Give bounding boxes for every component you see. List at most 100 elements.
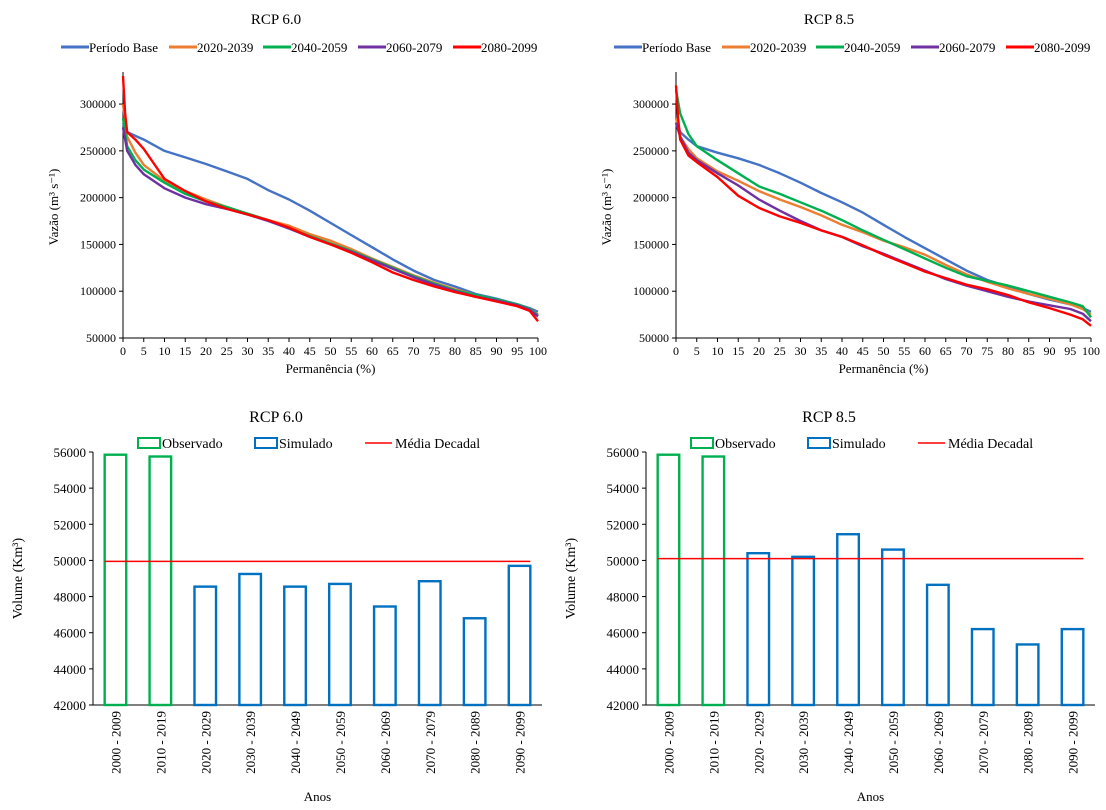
y-tick-label: 46000	[54, 626, 87, 641]
x-tick-label: 2070 - 2079	[423, 711, 438, 774]
x-tick-label: 90	[491, 344, 503, 358]
x-tick-label: 40	[836, 344, 848, 358]
x-tick-label: 2050 - 2059	[886, 711, 901, 774]
x-tick-label: 45	[304, 344, 316, 358]
y-tick-label: 300000	[80, 97, 116, 111]
x-tick-label: 2060 - 2069	[378, 711, 393, 774]
x-tick-label: 95	[511, 344, 523, 358]
y-tick-label: 44000	[607, 662, 640, 677]
bar	[970, 627, 995, 707]
x-tick-label: 45	[857, 344, 869, 358]
x-tick-label: 2040 - 2049	[841, 711, 856, 774]
y-tick-label: 250000	[633, 144, 669, 158]
series-line	[121, 103, 539, 316]
x-tick-label: 70	[408, 344, 420, 358]
x-tick-label: 50	[878, 344, 890, 358]
x-tick-label: 2080 - 2089	[1021, 711, 1036, 774]
legend-label: Período Base	[642, 40, 711, 55]
legend-label: 2020-2039	[197, 40, 253, 55]
x-tick-label: 35	[815, 344, 827, 358]
x-tick-label: 80	[449, 344, 461, 358]
x-tick-label: 5	[141, 344, 147, 358]
x-tick-label: 65	[387, 344, 399, 358]
x-tick-label: 0	[120, 344, 126, 358]
x-tick-label: 55	[345, 344, 357, 358]
x-tick-label: 50	[325, 344, 337, 358]
y-tick-label: 100000	[80, 284, 116, 298]
bar	[1015, 643, 1040, 707]
y-axis-title: Volume (Km³)	[11, 538, 26, 620]
x-tick-label: 5	[694, 344, 700, 358]
bar	[507, 564, 532, 707]
x-tick-label: 2020 - 2029	[751, 711, 766, 774]
y-tick-label: 50000	[639, 331, 669, 345]
x-tick-label: 75	[981, 344, 993, 358]
x-tick-label: 2040 - 2049	[288, 711, 303, 774]
chart-svg: RCP 8.5 Observado Simulado Média Decadal 420…	[564, 409, 1095, 804]
y-tick-label: 52000	[607, 517, 640, 532]
bar	[746, 551, 771, 707]
bar	[372, 605, 397, 707]
chart-title: RCP 6.0	[251, 12, 301, 28]
bar	[925, 583, 950, 707]
x-tick-label: 2070 - 2079	[976, 711, 991, 774]
series-line	[674, 117, 1092, 316]
legend-label: Simulado	[279, 437, 333, 452]
x-tick-label: 2010 - 2019	[153, 711, 168, 774]
x-tick-label: 85	[1023, 344, 1035, 358]
x-tick-label: 100	[1082, 344, 1100, 358]
x-tick-label: 2060 - 2069	[931, 711, 946, 774]
legend-label: Média Decadal	[395, 437, 480, 452]
y-tick-label: 42000	[54, 698, 87, 713]
legend-label: 2080-2099	[1034, 40, 1090, 55]
chart-rcp85-volume: RCP 8.5 Observado Simulado Média Decadal 420…	[553, 405, 1106, 805]
bar	[836, 533, 861, 707]
x-tick-label: 15	[179, 344, 191, 358]
x-tick-label: 25	[774, 344, 786, 358]
y-tick-label: 56000	[54, 445, 87, 460]
x-tick-label: 70	[961, 344, 973, 358]
y-tick-label: 250000	[80, 144, 116, 158]
legend-label: 2060-2079	[939, 40, 995, 55]
legend-label: Média Decadal	[948, 437, 1033, 452]
legend-label: Período Base	[89, 40, 158, 55]
x-tick-label: 90	[1044, 344, 1056, 358]
series-line	[674, 117, 1092, 313]
y-tick-label: 48000	[607, 590, 640, 605]
x-tick-label: 15	[732, 344, 744, 358]
x-tick-label: 75	[428, 344, 440, 358]
y-tick-label: 48000	[54, 590, 87, 605]
legend-label: 2040-2059	[291, 40, 347, 55]
x-tick-label: 2080 - 2089	[468, 711, 483, 774]
y-tick-label: 150000	[80, 237, 116, 251]
chart-title: RCP 8.5	[802, 409, 856, 426]
y-tick-label: 54000	[54, 481, 87, 496]
y-axis-title: Volume (Km³)	[564, 538, 579, 620]
legend-label: 2080-2099	[481, 40, 537, 55]
y-tick-label: 50000	[54, 553, 87, 568]
x-tick-label: 2000 - 2009	[108, 711, 123, 774]
bar	[283, 585, 308, 707]
legend-label: 2040-2059	[844, 40, 900, 55]
x-tick-label: 2030 - 2039	[796, 711, 811, 774]
x-axis-title: Anos	[304, 789, 331, 804]
chart-rcp60-duration: RCP 6.0 Período Base 2020-2039 2040-2059 20 6…	[0, 0, 553, 395]
x-tick-label: 100	[529, 344, 547, 358]
x-tick-label: 2010 - 2019	[706, 711, 721, 774]
y-tick-label: 42000	[607, 698, 640, 713]
y-tick-label: 50000	[607, 553, 640, 568]
x-tick-label: 55	[898, 344, 910, 358]
x-tick-label: 10	[712, 344, 724, 358]
bar	[462, 617, 487, 707]
chart-title: RCP 6.0	[249, 409, 303, 426]
x-tick-label: 10	[159, 344, 171, 358]
bar	[880, 548, 905, 707]
x-tick-label: 2090 - 2099	[1066, 711, 1081, 774]
legend-swatch	[807, 437, 831, 449]
x-tick-label: 85	[470, 344, 482, 358]
y-tick-label: 100000	[633, 284, 669, 298]
y-axis-title: Vazão (m³ s⁻¹)	[46, 169, 61, 246]
x-tick-label: 60	[919, 344, 931, 358]
x-tick-label: 20	[200, 344, 212, 358]
